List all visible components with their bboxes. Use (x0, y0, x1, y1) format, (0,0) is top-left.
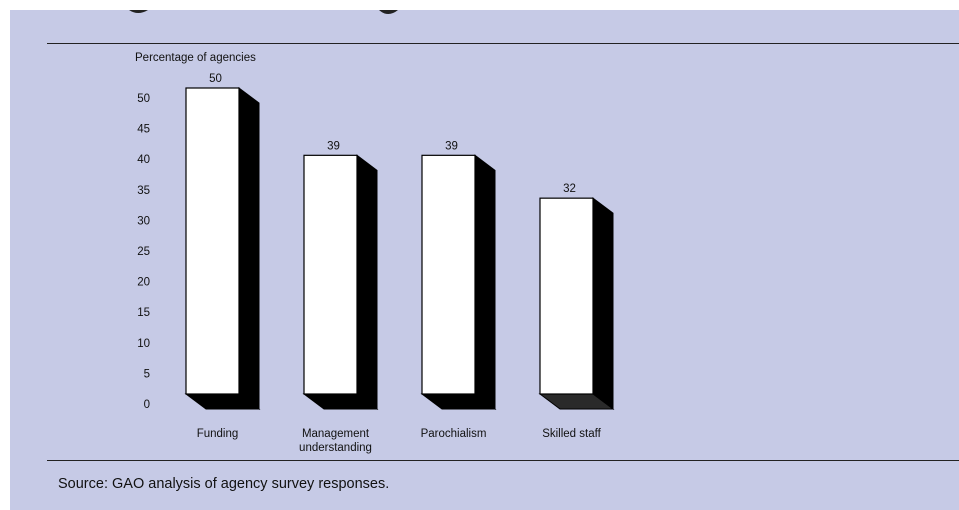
bar-value-label: 39 (327, 140, 340, 152)
y-tick-label: 10 (137, 338, 150, 350)
y-tick-label: 5 (144, 368, 150, 380)
y-tick-label: 30 (137, 215, 150, 227)
y-tick-label: 25 (137, 246, 150, 258)
y-tick-label: 15 (137, 307, 150, 319)
bar-side (356, 154, 378, 410)
x-tick-label: Skilled staff (542, 428, 601, 440)
y-tick-label: 45 (137, 124, 150, 136)
y-tick-label: 35 (137, 185, 150, 197)
bottom-rule (47, 460, 959, 461)
bar (185, 87, 240, 395)
y-tick-label: 20 (137, 277, 150, 289)
x-tick-label: Funding (197, 428, 239, 440)
x-tick-label: Parochialism (421, 428, 487, 440)
bar-value-label: 39 (445, 140, 458, 152)
bar (539, 197, 594, 395)
bar-chart: Percentage of agencies 0 5 10 15 20 25 30 35 40 45… (135, 52, 615, 454)
bar-side (238, 87, 260, 410)
bar-side (474, 154, 496, 410)
bar (421, 154, 476, 395)
x-tick-label: understanding (299, 442, 372, 454)
bar-value-label: 50 (209, 73, 222, 85)
bar-side (592, 197, 614, 410)
bar (303, 154, 358, 395)
source-note: Source: GAO analysis of agency survey re… (58, 476, 390, 492)
y-tick-label: 0 (144, 399, 150, 411)
y-axis-title: Percentage of agencies (135, 52, 256, 64)
figure-panel: Percentage of agencies 0 5 10 15 20 25 30 35 40 45… (10, 10, 959, 510)
bar-value-label: 32 (563, 183, 576, 195)
y-tick-label: 40 (137, 154, 150, 166)
top-rule (47, 43, 959, 44)
y-tick-label: 50 (137, 93, 150, 105)
x-tick-label: Management (302, 428, 370, 440)
